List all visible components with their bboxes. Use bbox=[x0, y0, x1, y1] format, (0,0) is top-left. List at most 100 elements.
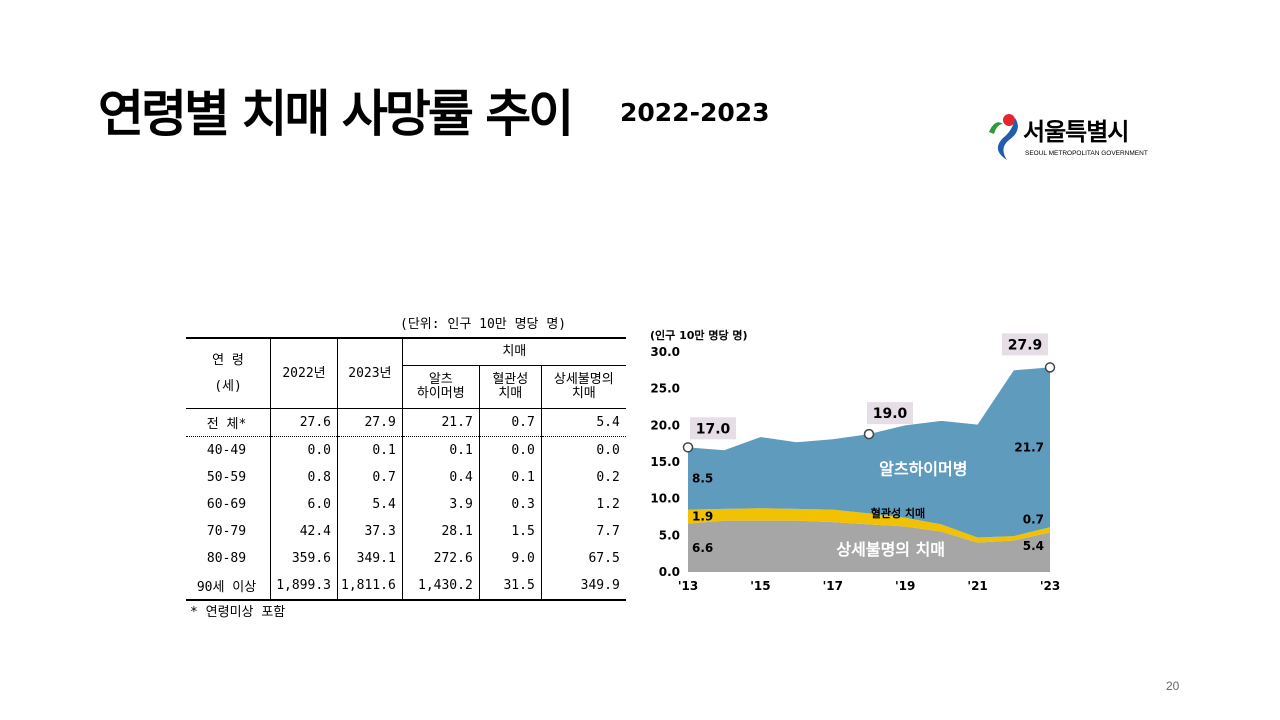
callout-box bbox=[690, 417, 736, 440]
callout-label: 27.9 bbox=[1008, 337, 1043, 353]
cell-alzheimer: 28.1 bbox=[402, 518, 480, 545]
chart-title: (인구 10만 명당 명) bbox=[650, 328, 748, 342]
header-unspecified: 상세불명의 치매 bbox=[541, 365, 626, 409]
cell-alzheimer: 0.4 bbox=[402, 464, 480, 491]
cell-age: 60-69 bbox=[186, 491, 271, 518]
table-row: 50-59 0.8 0.7 0.4 0.1 0.2 bbox=[186, 464, 626, 491]
data-label: 6.6 bbox=[692, 541, 713, 555]
table-row: 60-69 6.0 5.4 3.9 0.3 1.2 bbox=[186, 491, 626, 518]
data-label: 0.7 bbox=[1023, 512, 1044, 526]
y-tick-label: 10.0 bbox=[650, 492, 680, 506]
cell-vascular: 0.1 bbox=[479, 464, 542, 491]
header-vascular: 혈관성 치매 bbox=[479, 365, 542, 409]
logo-subtitle: SEOUL METROPOLITAN GOVERNMENT bbox=[1025, 150, 1148, 157]
cell-age: 70-79 bbox=[186, 518, 271, 545]
seoul-logo: 서울특별시 SEOUL METROPOLITAN GOVERNMENT bbox=[985, 110, 1185, 162]
cell-2022: 0.0 bbox=[270, 436, 338, 464]
header-alzheimer: 알츠 하이머병 bbox=[402, 365, 480, 409]
mortality-table: 연 령 (세) 2022년 2023년 치매 알츠 하이머병 혈관성 치매 상세… bbox=[186, 337, 626, 601]
table-unit: (단위: 인구 10만 명당 명) bbox=[400, 317, 567, 332]
callout-label: 17.0 bbox=[696, 421, 731, 437]
cell-unspecified: 0.0 bbox=[596, 443, 620, 458]
cell-age: 40-49 bbox=[186, 436, 271, 464]
series-area-0 bbox=[688, 520, 1050, 572]
cell-2023: 27.9 bbox=[337, 408, 403, 437]
cell-age: 90세 이상 bbox=[186, 572, 271, 601]
cell-vascular: 0.3 bbox=[479, 491, 542, 518]
table-row: 90세 이상 1,899.3 1,811.6 1,430.2 31.5 349.… bbox=[186, 572, 626, 601]
header-2023: 2023년 bbox=[337, 337, 403, 409]
data-point-marker bbox=[1044, 362, 1056, 373]
cell-2023: 349.1 bbox=[337, 545, 403, 572]
cell-vascular: 0.7 bbox=[479, 408, 542, 437]
data-label: 8.5 bbox=[692, 472, 713, 486]
data-label: 5.4 bbox=[1023, 539, 1044, 553]
table-row: 70-79 42.4 37.3 28.1 1.5 7.7 bbox=[186, 518, 626, 545]
callout-box bbox=[1002, 333, 1048, 356]
cell-age: 50-59 bbox=[186, 464, 271, 491]
x-tick-label: '19 bbox=[895, 579, 915, 593]
seoul-emblem-icon bbox=[989, 114, 1018, 160]
page-subtitle: 2022-2023 bbox=[620, 98, 770, 127]
data-label: 1.9 bbox=[692, 510, 713, 524]
callout-box bbox=[867, 402, 913, 425]
cell-2022: 359.6 bbox=[270, 545, 338, 572]
cell-unspecified: 1.2 bbox=[596, 497, 620, 512]
cell-vascular: 9.0 bbox=[479, 545, 542, 572]
cell-vascular: 0.0 bbox=[479, 436, 542, 464]
cell-2022: 6.0 bbox=[270, 491, 338, 518]
data-point-marker bbox=[863, 428, 875, 440]
cell-2023: 37.3 bbox=[337, 518, 403, 545]
table-row: 40-49 0.0 0.1 0.1 0.0 0.0 bbox=[186, 436, 626, 464]
x-tick-label: '15 bbox=[750, 579, 770, 593]
cell-2023: 1,811.6 bbox=[337, 572, 403, 601]
cell-unspecified: 7.7 bbox=[596, 524, 620, 539]
y-tick-label: 0.0 bbox=[659, 565, 680, 579]
cell-alzheimer: 0.1 bbox=[402, 436, 480, 464]
header-2022: 2022년 bbox=[270, 337, 338, 409]
cell-age: 전 체* bbox=[186, 408, 271, 437]
y-tick-label: 20.0 bbox=[650, 418, 680, 432]
cell-unspecified: 67.5 bbox=[588, 551, 620, 566]
cell-alzheimer: 272.6 bbox=[402, 545, 480, 572]
cell-unspecified: 0.2 bbox=[596, 470, 620, 485]
data-point-marker bbox=[682, 442, 694, 453]
cell-alzheimer: 21.7 bbox=[402, 408, 480, 437]
x-tick-label: '21 bbox=[967, 579, 987, 593]
y-tick-label: 25.0 bbox=[650, 382, 680, 396]
cell-2022: 27.6 bbox=[270, 408, 338, 437]
logo-name: 서울특별시 bbox=[1023, 118, 1129, 146]
y-tick-label: 5.0 bbox=[659, 528, 680, 542]
page-number: 20 bbox=[1166, 679, 1180, 693]
area-label-unspecified: 상세불명의 치매 bbox=[836, 540, 945, 559]
x-tick-label: '23 bbox=[1040, 579, 1060, 593]
header-dementia: 치매 bbox=[402, 337, 626, 366]
x-tick-label: '17 bbox=[823, 579, 843, 593]
cell-2023: 5.4 bbox=[337, 491, 403, 518]
cell-alzheimer: 3.9 bbox=[402, 491, 480, 518]
series-area-1 bbox=[688, 508, 1050, 543]
cell-2022: 0.8 bbox=[270, 464, 338, 491]
cell-vascular: 31.5 bbox=[479, 572, 542, 601]
cell-age: 80-89 bbox=[186, 545, 271, 572]
cell-2022: 1,899.3 bbox=[270, 572, 338, 601]
data-label: 21.7 bbox=[1014, 440, 1044, 454]
cell-2023: 0.1 bbox=[337, 436, 403, 464]
series-area-2 bbox=[688, 367, 1050, 538]
table-row: 80-89 359.6 349.1 272.6 9.0 67.5 bbox=[186, 545, 626, 572]
cell-vascular: 1.5 bbox=[479, 518, 542, 545]
area-label-vascular: 혈관성 치매 bbox=[871, 506, 925, 520]
table-note: * 연령미상 포함 bbox=[190, 605, 286, 620]
header-age: 연 령 (세) bbox=[186, 337, 271, 409]
page-title: 연령별 치매 사망률 추이 bbox=[98, 85, 574, 143]
cell-alzheimer: 1,430.2 bbox=[402, 572, 480, 601]
callout-label: 19.0 bbox=[873, 406, 908, 422]
cell-2022: 42.4 bbox=[270, 518, 338, 545]
dementia-mortality-chart: (인구 10만 명당 명) 0.0 5.0 10.0 15.0 20.0 25.0 30.0 '… bbox=[650, 328, 1060, 593]
table-row: 전 체* 27.6 27.9 21.7 0.7 5.4 bbox=[186, 408, 626, 437]
cell-unspecified: 349.9 bbox=[541, 572, 626, 601]
cell-unspecified: 5.4 bbox=[541, 408, 626, 437]
area-label-alzheimer: 알츠하이머병 bbox=[879, 459, 967, 478]
x-tick-label: '13 bbox=[678, 579, 698, 593]
y-tick-label: 30.0 bbox=[650, 345, 680, 359]
